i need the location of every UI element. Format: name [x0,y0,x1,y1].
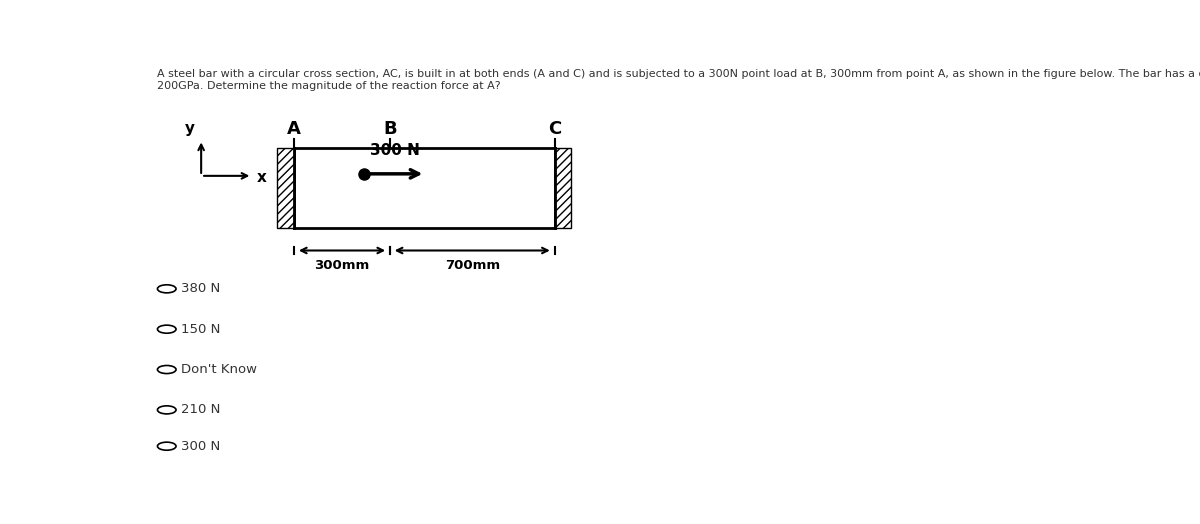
Text: 200GPa. Determine the magnitude of the reaction force at A?: 200GPa. Determine the magnitude of the r… [157,81,502,91]
Bar [294,148,554,228]
Text: A steel bar with a circular cross section, AC, is built in at both ends (A and C: A steel bar with a circular cross sectio… [157,69,1200,79]
Text: 300 N: 300 N [181,440,220,453]
Text: 700mm: 700mm [445,259,500,272]
Text: B: B [383,119,397,137]
Text: 380 N: 380 N [181,282,220,296]
Text: C: C [548,119,562,137]
Text: 300mm: 300mm [314,259,370,272]
Text: 150 N: 150 N [181,323,220,336]
Text: Don't Know: Don't Know [181,363,257,376]
Bar [277,148,294,228]
Text: 300 N: 300 N [370,143,420,158]
Text: 210 N: 210 N [181,403,220,417]
Text: A: A [287,119,301,137]
Text: x: x [257,170,266,185]
Text: y: y [185,121,194,136]
Bar [554,148,571,228]
